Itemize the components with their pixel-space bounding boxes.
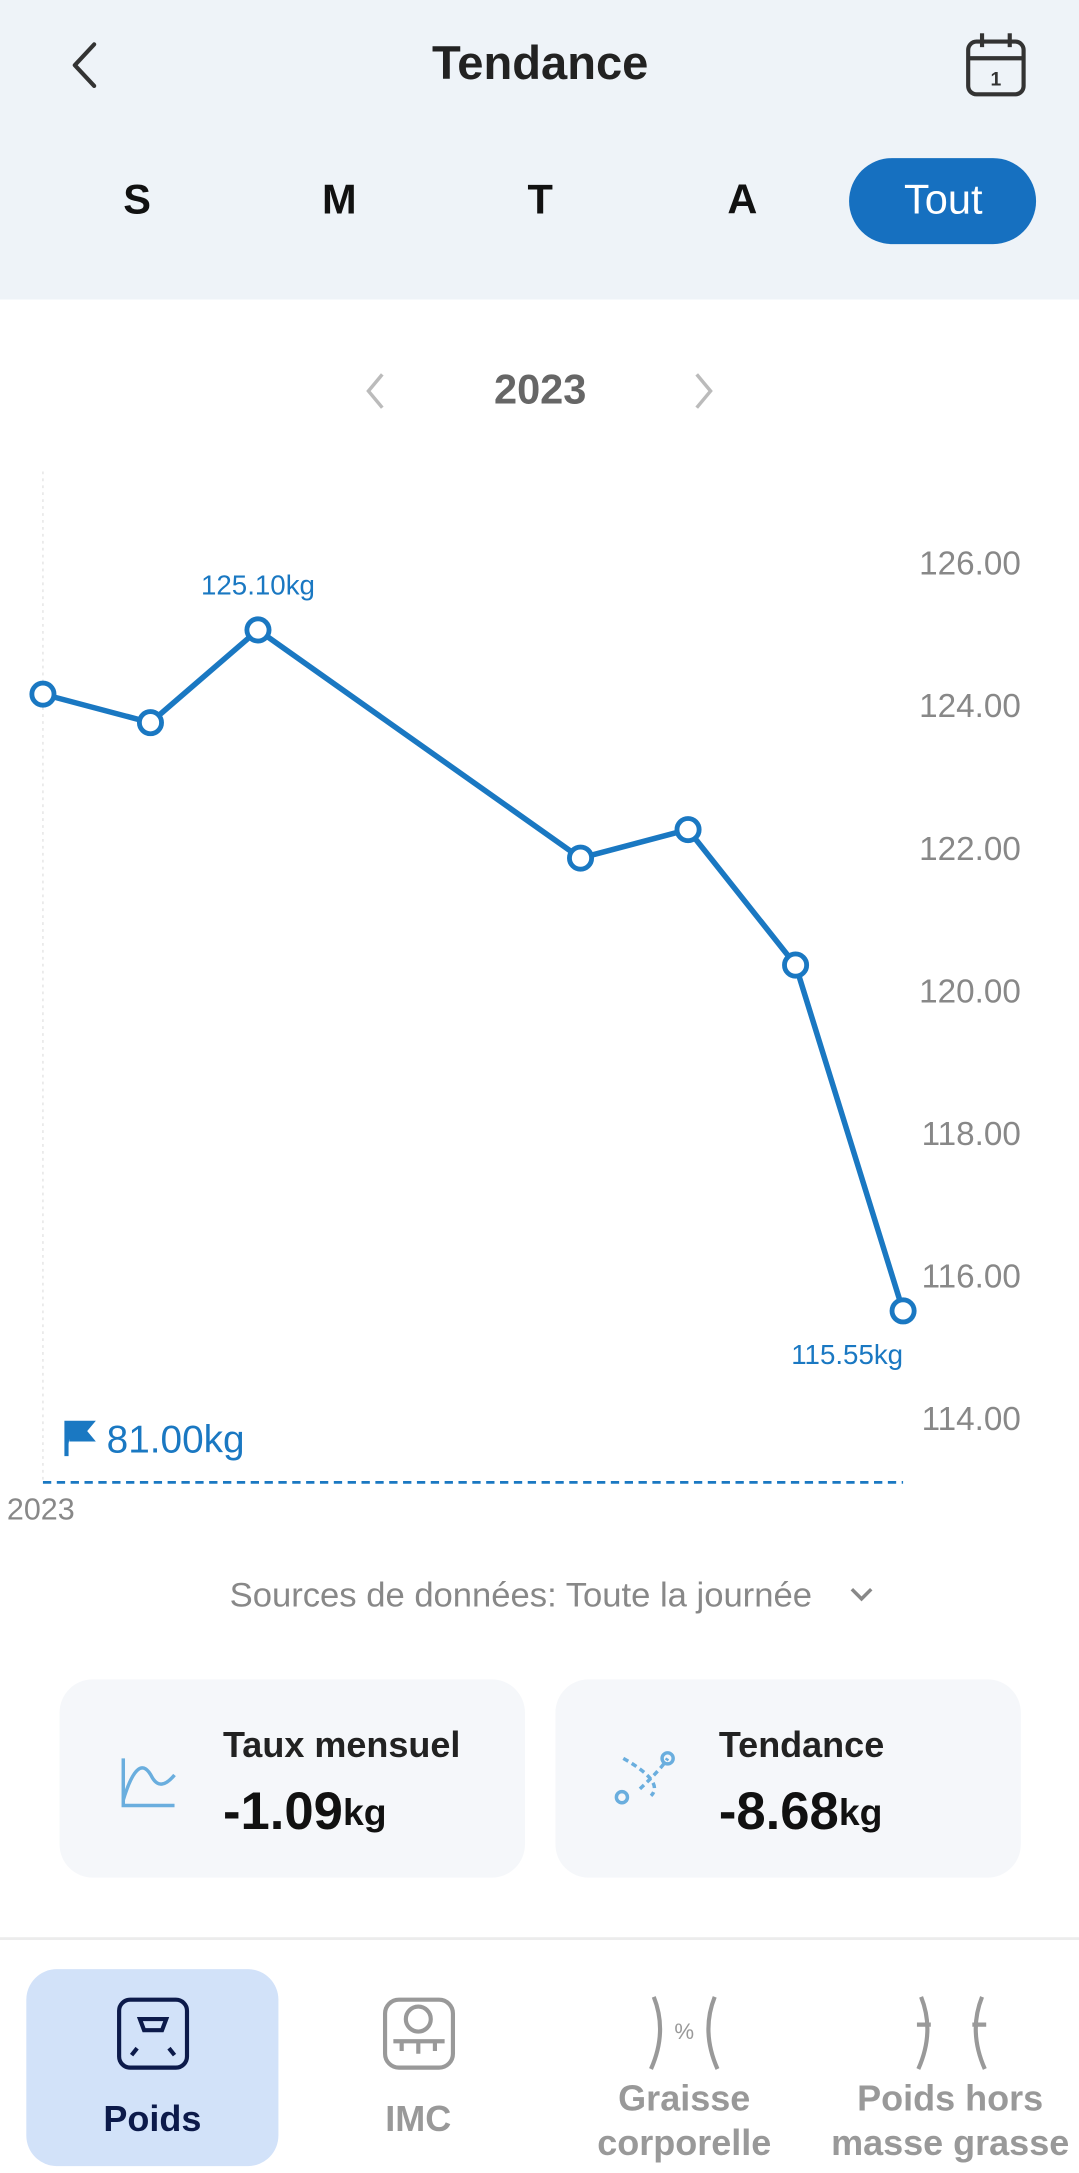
nav-icon-fat-percent: %: [674, 2019, 694, 2044]
prev-year[interactable]: [366, 373, 384, 409]
data-point[interactable]: [674, 816, 702, 844]
card-value: -8.68kg: [719, 1782, 883, 1841]
value-label: 115.55kg: [791, 1339, 903, 1370]
header-bg: [0, 0, 1079, 300]
data-point[interactable]: [889, 1297, 917, 1325]
y-tick-label: 122.00: [919, 831, 1021, 868]
card-bg: [59, 1679, 525, 1878]
goal-label: 81.00kg: [107, 1418, 245, 1461]
card-unit: kg: [343, 1791, 387, 1833]
card-bg: [555, 1679, 1021, 1878]
tab[interactable]: M: [322, 175, 357, 222]
card-number: -1.09: [223, 1782, 343, 1841]
data-point[interactable]: [136, 709, 164, 737]
nav-icon-fat: [649, 1996, 720, 2070]
nav-label[interactable]: Poids: [103, 2098, 201, 2139]
sources-chevron[interactable]: [850, 1587, 873, 1602]
data-point[interactable]: [29, 680, 57, 708]
calendar-button[interactable]: [966, 33, 1026, 97]
weight-line: [42, 627, 906, 1312]
goal-flag: [64, 1420, 96, 1457]
data-point[interactable]: [567, 844, 595, 872]
data-point[interactable]: [782, 951, 810, 979]
x-tick-label: 2023: [7, 1493, 75, 1527]
y-tick-label: 118.00: [922, 1116, 1021, 1153]
header-title: Tendance: [432, 36, 648, 89]
tab[interactable]: Tout: [904, 175, 983, 222]
nav-label[interactable]: Poids hors: [857, 2077, 1043, 2118]
y-tick-label: 126.00: [919, 546, 1021, 583]
card-title: Tendance: [719, 1724, 884, 1765]
y-tick-label: 116.00: [922, 1259, 1021, 1296]
y-tick-label: 114.00: [922, 1401, 1021, 1438]
next-year[interactable]: [695, 373, 713, 409]
nav-label[interactable]: IMC: [385, 2098, 451, 2139]
nav-label[interactable]: corporelle: [597, 2122, 771, 2163]
data-point[interactable]: [244, 616, 272, 644]
tab[interactable]: A: [727, 175, 757, 222]
nav-icon-lean: [916, 1996, 987, 2070]
sources[interactable]: Sources de données: Toute la journée: [230, 1577, 812, 1615]
calendar-day: 1: [990, 69, 1001, 91]
tab[interactable]: T: [528, 175, 553, 222]
nav-label[interactable]: masse grasse: [831, 2122, 1069, 2163]
nav-icon-bmi: [382, 1997, 456, 2070]
back-button[interactable]: [72, 42, 97, 89]
y-tick-label: 124.00: [919, 688, 1021, 725]
tab-active-bg: [849, 158, 1037, 245]
trend-icon-dot: [660, 1751, 675, 1766]
card-unit: kg: [839, 1791, 883, 1833]
y-tick-label: 120.00: [919, 973, 1021, 1010]
trend-icon: [622, 1756, 670, 1798]
year: 2023: [494, 365, 586, 412]
card-title: Taux mensuel: [223, 1724, 460, 1765]
tab[interactable]: S: [123, 175, 151, 222]
rate-icon: [121, 1758, 176, 1808]
card-number: -8.68: [719, 1782, 839, 1841]
trend-icon-dot: [614, 1789, 630, 1805]
value-label: 125.10kg: [201, 569, 315, 600]
nav-icon-weight: [117, 1997, 190, 2070]
card-value: -1.09kg: [223, 1782, 387, 1841]
nav-label[interactable]: Graisse: [618, 2077, 750, 2118]
